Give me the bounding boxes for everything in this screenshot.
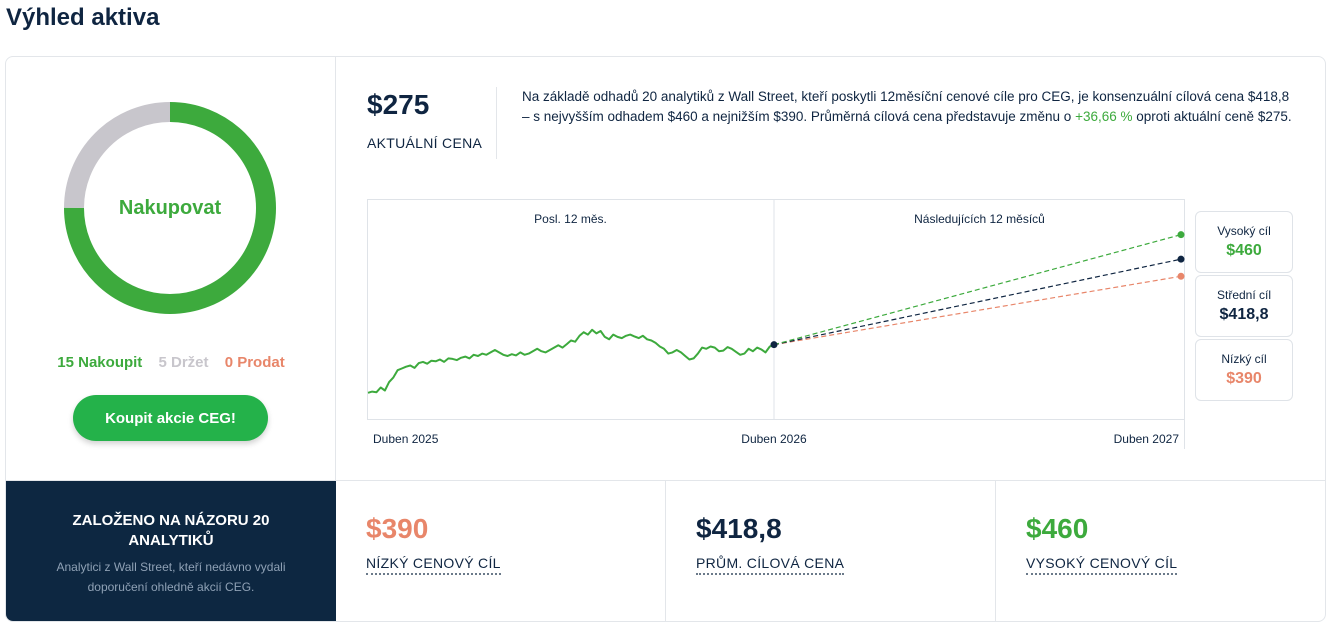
- current-price-point: [770, 341, 778, 349]
- x-axis-label: Duben 2025: [373, 432, 439, 446]
- rating-donut: Nakupovat: [59, 97, 281, 319]
- current-price: $275: [367, 89, 430, 120]
- rating-counts: 15 Nakoupit 5 Držet 0 Prodat: [6, 354, 336, 371]
- low-target-value: $390: [1226, 370, 1262, 387]
- panel-label-future: Následujících 12 měsíců: [914, 212, 1045, 226]
- price-forecast-chart: Posl. 12 měs. Následujících 12 měsíců Dube…: [367, 199, 1185, 451]
- mid-target-card: Střední cíl $418,8: [1195, 275, 1293, 337]
- forecast-point-mid: [1177, 255, 1185, 263]
- divider: [496, 87, 497, 159]
- mid-target-label: Střední cíl: [1216, 288, 1272, 302]
- high-target-value: $460: [1226, 242, 1262, 259]
- rating-panel: Nakupovat 15 Nakoupit 5 Držet 0 Prodat K…: [6, 57, 336, 480]
- forecast-line-mid: [773, 258, 1182, 346]
- high-price-target-label[interactable]: VYSOKÝ CENOVÝ CÍL: [1026, 555, 1178, 575]
- summary-change-pct: +36,66 %: [1075, 109, 1133, 124]
- high-price-target: $460 VYSOKÝ CENOVÝ CÍL: [996, 481, 1325, 621]
- forecast-line-low: [773, 275, 1182, 346]
- low-price-target-value: $390: [366, 513, 429, 544]
- sell-count: 0 Prodat: [224, 354, 285, 371]
- average-price-target: $418,8 PRŮM. CÍLOVÁ CENA: [666, 481, 996, 621]
- donut-segment-hold: [64, 102, 276, 314]
- based-on-subtitle: Analytici z Wall Street, kteří nedávno v…: [56, 560, 286, 594]
- summary-text-end: oproti aktuální ceně $275.: [1132, 109, 1292, 124]
- average-price-target-label[interactable]: PRŮM. CÍLOVÁ CENA: [696, 555, 845, 575]
- high-price-target-value: $460: [1026, 513, 1089, 544]
- x-axis-label: Duben 2027: [1114, 432, 1180, 446]
- based-on-title: ZALOŽENO NA NÁZORU 20 ANALYTIKŮ: [72, 512, 270, 549]
- high-target-label: Vysoký cíl: [1217, 224, 1271, 238]
- chart-frame: [367, 199, 1185, 420]
- low-target-label: Nízký cíl: [1221, 352, 1267, 366]
- forecast-point-low: [1177, 272, 1185, 280]
- x-axis-label: Duben 2026: [741, 432, 807, 446]
- buy-count: 15 Nakoupit: [57, 354, 143, 371]
- low-price-target: $390 NÍZKÝ CENOVÝ CÍL: [336, 481, 666, 621]
- page-title: Výhled aktiva: [6, 4, 160, 31]
- asset-outlook-card: Nakupovat 15 Nakoupit 5 Držet 0 Prodat K…: [5, 56, 1326, 622]
- buy-stock-button[interactable]: Koupit akcie CEG!: [73, 395, 268, 441]
- low-price-target-label[interactable]: NÍZKÝ CENOVÝ CÍL: [366, 555, 501, 575]
- consensus-rating: Nakupovat: [118, 196, 222, 219]
- low-target-card: Nízký cíl $390: [1195, 339, 1293, 401]
- mid-target-value: $418,8: [1219, 306, 1269, 323]
- forecast-point-high: [1177, 231, 1185, 239]
- panel-label-past: Posl. 12 měs.: [534, 212, 607, 226]
- price-history-line: [367, 328, 775, 394]
- hold-count: 5 Držet: [158, 354, 209, 371]
- stats-row: ZALOŽENO NA NÁZORU 20 ANALYTIKŮ Analytic…: [6, 480, 1325, 621]
- current-price-label: AKTUÁLNÍ CENA: [367, 135, 483, 151]
- based-on-panel: ZALOŽENO NA NÁZORU 20 ANALYTIKŮ Analytic…: [6, 481, 336, 621]
- forecast-line-high: [773, 234, 1182, 346]
- average-price-target-value: $418,8: [696, 513, 782, 544]
- high-target-card: Vysoký cíl $460: [1195, 211, 1293, 273]
- chart-svg: Posl. 12 měs. Následujících 12 měsíců Dube…: [367, 199, 1185, 449]
- current-price-block: $275 AKTUÁLNÍ CENA: [367, 89, 482, 151]
- summary-text: Na základě odhadů 20 analytiků z Wall St…: [522, 89, 1290, 124]
- forecast-summary: Na základě odhadů 20 analytiků z Wall St…: [522, 87, 1292, 127]
